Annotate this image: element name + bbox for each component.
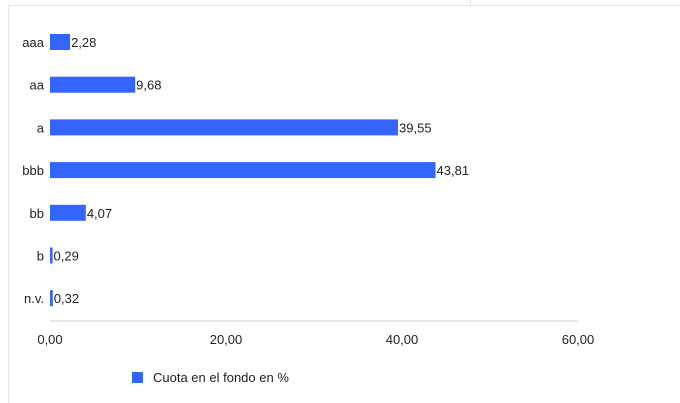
category-label: b	[37, 249, 44, 264]
value-label: 0,32	[54, 291, 79, 306]
bar-nv	[50, 290, 53, 307]
value-label: 0,29	[54, 249, 79, 264]
x-tick-label: 40,00	[386, 332, 419, 347]
x-tick-label: 0,00	[37, 332, 62, 347]
legend-label: Cuota en el fondo en %	[153, 370, 289, 385]
bars-group	[50, 34, 436, 307]
value-label: 43,81	[437, 163, 470, 178]
bar-bb	[50, 204, 86, 221]
frame-left-border	[8, 5, 9, 403]
legend: Cuota en el fondo en %	[132, 370, 289, 385]
value-label: 39,55	[399, 120, 432, 135]
category-label: aa	[30, 78, 45, 93]
x-tick-label: 60,00	[562, 332, 595, 347]
bar-b	[50, 247, 53, 264]
category-label: bb	[30, 206, 44, 221]
x-tick-label: 20,00	[210, 332, 243, 347]
bar-a	[50, 119, 399, 136]
frame-tick-mark	[470, 0, 471, 6]
bar-bbb	[50, 162, 436, 179]
value-labels-group: 2,28 9,68 39,55 43,81 4,07 0,29 0,32	[54, 35, 470, 306]
x-tick-labels-group: 0,00 20,00 40,00 60,00	[37, 332, 594, 347]
value-label: 9,68	[136, 78, 161, 93]
category-label: aaa	[22, 35, 44, 50]
frame-top-border	[8, 5, 680, 6]
value-label: 2,28	[71, 35, 96, 50]
bar-aa	[50, 76, 136, 93]
category-label: n.v.	[24, 291, 44, 306]
category-label: bbb	[22, 163, 44, 178]
value-label: 4,07	[87, 206, 112, 221]
legend-swatch	[132, 372, 143, 383]
bar-aaa	[50, 34, 71, 50]
category-label: a	[37, 120, 45, 135]
